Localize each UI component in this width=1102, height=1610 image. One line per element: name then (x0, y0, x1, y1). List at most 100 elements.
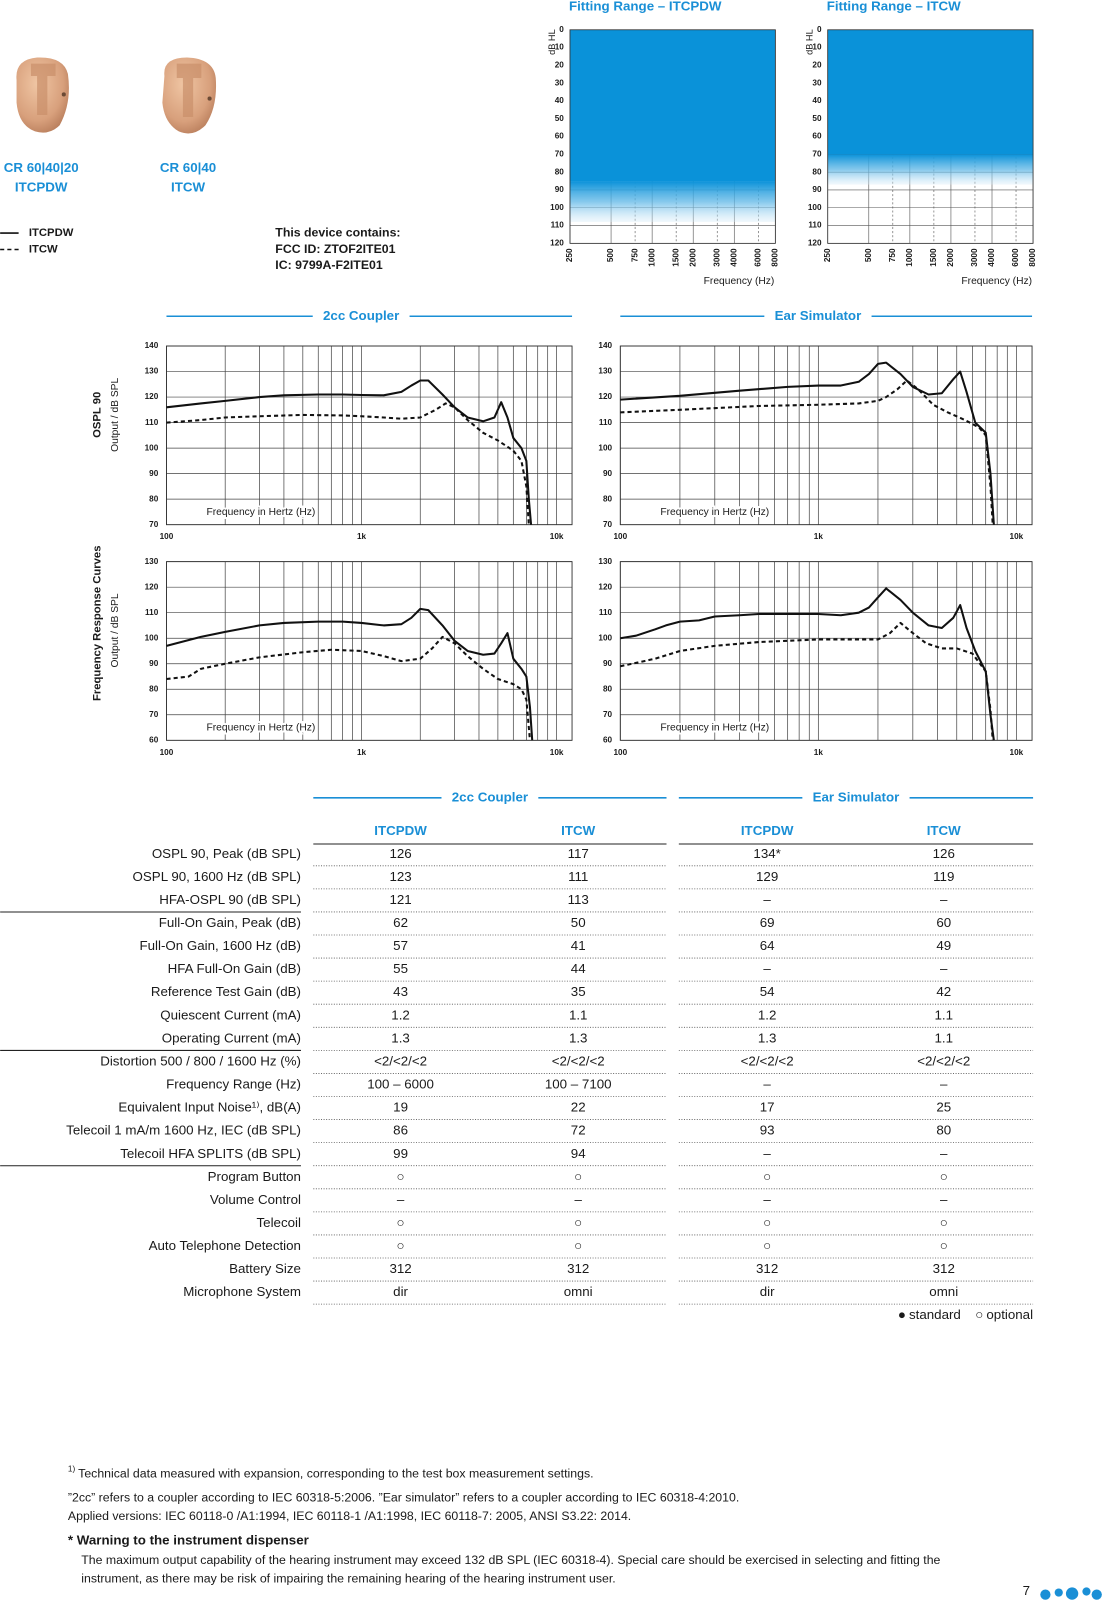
x-tick-label: 8000 (1028, 248, 1037, 267)
x-tick-label: 1k (357, 748, 367, 757)
device-info: FCC ID: ZTOF2ITE01 (275, 242, 395, 256)
x-tick-label: 2000 (946, 248, 955, 267)
cell-value: – (940, 892, 948, 907)
y-tick-label: 60 (603, 735, 613, 744)
y-tick-label: 60 (555, 132, 565, 141)
y-tick-label: 0 (817, 25, 822, 34)
x-tick-label: 10k (550, 748, 564, 757)
cell-value: 69 (760, 915, 775, 930)
x-tick-label: 6000 (1011, 248, 1020, 267)
product-style: ITCPDW (15, 179, 68, 194)
cell-value: 44 (571, 961, 586, 976)
x-tick-label: 3000 (970, 248, 979, 267)
row-label: Full-On Gain, Peak (dB) (159, 915, 301, 930)
x-tick-label: 10k (1010, 748, 1024, 757)
y-tick-label: 140 (598, 341, 612, 350)
cell-value: 121 (389, 892, 411, 907)
x-tick-label: 500 (606, 248, 615, 262)
y-tick-label: 70 (149, 710, 159, 719)
cell-value: 100 – 7100 (545, 1077, 612, 1092)
cell-value: 1.2 (758, 1007, 777, 1022)
y-tick-label: 100 (145, 633, 159, 642)
cell-value: ○ (940, 1215, 948, 1230)
x-tick-label: 100 (160, 532, 174, 541)
x-tick-label: 4000 (729, 248, 738, 267)
cell-value: 113 (568, 892, 589, 907)
cell-value: 1.3 (569, 1030, 588, 1045)
y-tick-label: 110 (599, 608, 613, 617)
y-tick-label: 80 (555, 167, 565, 176)
y-tick-label: 100 (808, 203, 822, 212)
y-tick-label: 20 (555, 61, 565, 70)
cell-value: 54 (760, 984, 775, 999)
x-axis-label: Frequency (Hz) (704, 276, 775, 287)
x-tick-label: 250 (823, 248, 832, 262)
y-tick-label: 10 (555, 43, 565, 52)
cell-value: – (940, 1146, 948, 1161)
legend-label: standard (909, 1307, 961, 1322)
cell-value: 49 (936, 938, 951, 953)
row-label: Telecoil (257, 1215, 301, 1230)
y-tick-label: 120 (808, 239, 822, 248)
cell-value: ○ (574, 1169, 582, 1184)
x-tick-label: 1500 (929, 248, 938, 267)
cell-value: 60 (936, 915, 951, 930)
cell-value: 1.1 (934, 1007, 953, 1022)
cell-value: 35 (571, 984, 586, 999)
cell-value: 99 (393, 1146, 408, 1161)
chart-frame (166, 345, 573, 526)
row-label: HFA-OSPL 90 (dB SPL) (159, 892, 301, 907)
y-tick-label: 80 (603, 684, 613, 693)
cell-value: <2/<2/<2 (741, 1053, 794, 1068)
device-info: This device contains: (275, 225, 400, 239)
y-tick-label: 100 (598, 633, 612, 642)
x-tick-label: 750 (630, 248, 639, 262)
response-curve (166, 379, 533, 525)
y-tick-label: 80 (149, 684, 159, 693)
cell-value: <2/<2/<2 (552, 1053, 605, 1068)
x-tick-label: 6000 (753, 248, 762, 267)
legend-label: optional (986, 1307, 1033, 1322)
cell-value: – (940, 1077, 948, 1092)
product-model: CR 60|40|20 (4, 160, 79, 175)
y-tick-label: 110 (599, 418, 613, 427)
x-tick-label: 100 (613, 532, 627, 541)
footnote-mark: 1) (68, 1465, 76, 1474)
cell-value: – (940, 961, 948, 976)
row-label: Quiescent Current (mA) (160, 1007, 301, 1022)
response-curve (620, 361, 995, 525)
y-tick-label: 80 (812, 167, 822, 176)
x-tick-label: 750 (888, 248, 897, 262)
cell-value: 312 (389, 1261, 411, 1276)
x-tick-label: 1000 (905, 248, 914, 267)
chart-frame (619, 561, 1033, 741)
row-label: Equivalent Input Noise¹⁾, dB(A) (118, 1100, 301, 1115)
row-label: OSPL 90, Peak (dB SPL) (152, 846, 301, 861)
cell-value: 64 (760, 938, 775, 953)
row-title: OSPL 90 (92, 392, 104, 438)
cell-value: 100 – 6000 (367, 1077, 434, 1092)
cell-value: – (397, 1192, 405, 1207)
x-tick-label: 100 (160, 748, 174, 757)
section-title: Ear Simulator (775, 308, 862, 323)
y-tick-label: 120 (145, 392, 159, 401)
y-tick-label: 90 (812, 185, 822, 194)
column-header: ITCW (927, 823, 961, 838)
cell-value: dir (393, 1284, 408, 1299)
row-label: Auto Telephone Detection (149, 1238, 301, 1253)
response-curve (620, 621, 994, 741)
row-label: Operating Current (mA) (162, 1030, 301, 1045)
cell-value: 57 (393, 938, 408, 953)
cell-value: 312 (933, 1261, 955, 1276)
x-tick-label: 250 (565, 248, 574, 262)
x-axis-label: Frequency in Hertz (Hz) (207, 723, 316, 734)
row-title: Frequency Response Curves (92, 546, 104, 702)
fitting-range-fade (827, 154, 1034, 185)
cell-value: 25 (936, 1100, 951, 1115)
y-tick-label: 60 (812, 132, 822, 141)
column-header: ITCW (561, 823, 595, 838)
cell-value: 80 (936, 1123, 951, 1138)
y-tick-label: 70 (812, 150, 822, 159)
legend-label: ITCPDW (29, 227, 74, 239)
cell-value: 123 (389, 869, 411, 884)
